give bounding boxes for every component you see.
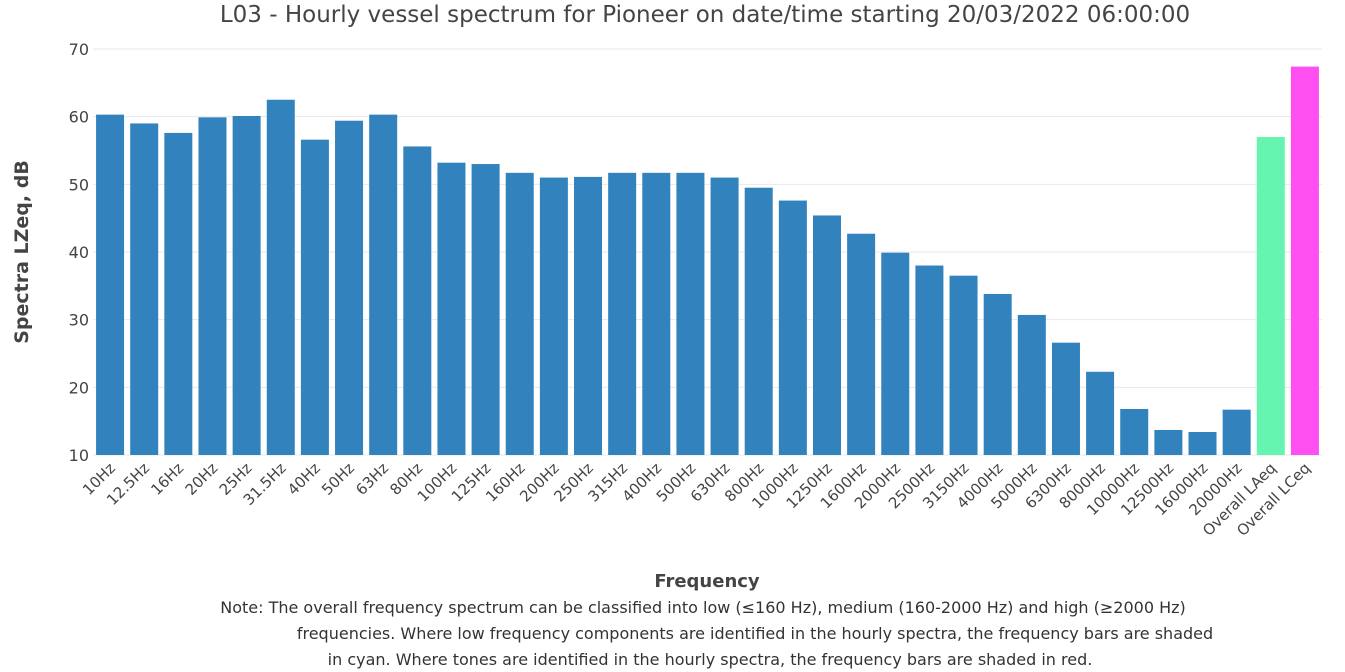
bar bbox=[1290, 66, 1319, 456]
bar bbox=[1188, 431, 1217, 455]
bar bbox=[983, 293, 1012, 455]
bar bbox=[1256, 136, 1285, 455]
bar bbox=[471, 164, 500, 456]
x-tick-label: 20Hz bbox=[182, 459, 222, 499]
bar bbox=[403, 146, 432, 455]
bar bbox=[1051, 342, 1080, 455]
bar bbox=[1222, 409, 1251, 455]
x-axis-title: Frequency bbox=[654, 571, 760, 592]
y-tick-label: 20 bbox=[69, 378, 89, 397]
bar bbox=[505, 172, 534, 455]
bar bbox=[130, 123, 159, 455]
bar bbox=[266, 99, 295, 455]
bar bbox=[539, 177, 568, 456]
y-tick-label: 30 bbox=[69, 311, 89, 330]
x-tick-label: 63Hz bbox=[352, 459, 392, 499]
bar bbox=[949, 275, 978, 455]
bar bbox=[881, 252, 910, 455]
bar bbox=[437, 162, 466, 455]
bar bbox=[1154, 429, 1183, 455]
bar bbox=[335, 120, 364, 455]
y-tick-label: 10 bbox=[69, 446, 89, 465]
x-tick-label: 50Hz bbox=[318, 459, 358, 499]
bar bbox=[1120, 408, 1149, 455]
bar bbox=[574, 176, 603, 455]
y-tick-label: 50 bbox=[69, 175, 89, 194]
bar bbox=[812, 215, 841, 455]
bar bbox=[164, 132, 193, 455]
bar bbox=[232, 115, 261, 456]
bar bbox=[744, 187, 773, 455]
x-tick-label: 16Hz bbox=[147, 459, 187, 499]
y-tick-label: 60 bbox=[69, 108, 89, 127]
bar bbox=[847, 233, 876, 455]
bar bbox=[915, 265, 944, 455]
x-tick-label: 40Hz bbox=[284, 459, 324, 499]
note: frequencies. Where low frequency compone… bbox=[297, 624, 1213, 643]
bar bbox=[642, 172, 671, 455]
bar bbox=[96, 114, 125, 456]
note: in cyan. Where tones are identified in t… bbox=[328, 650, 1093, 669]
bar bbox=[608, 172, 637, 455]
y-axis-title: Spectra LZeq, dB bbox=[11, 160, 33, 344]
chart-title: L03 - Hourly vessel spectrum for Pioneer… bbox=[220, 2, 1190, 28]
bar bbox=[1017, 314, 1046, 455]
bar bbox=[778, 200, 807, 455]
bar bbox=[369, 114, 398, 456]
y-tick-label: 70 bbox=[69, 40, 89, 59]
y-tick-label: 40 bbox=[69, 243, 89, 262]
bar bbox=[1086, 371, 1115, 455]
bar bbox=[300, 139, 329, 455]
bar bbox=[710, 177, 739, 456]
bar bbox=[676, 172, 705, 455]
note: Note: The overall frequency spectrum can… bbox=[220, 598, 1186, 617]
bar bbox=[198, 117, 227, 456]
